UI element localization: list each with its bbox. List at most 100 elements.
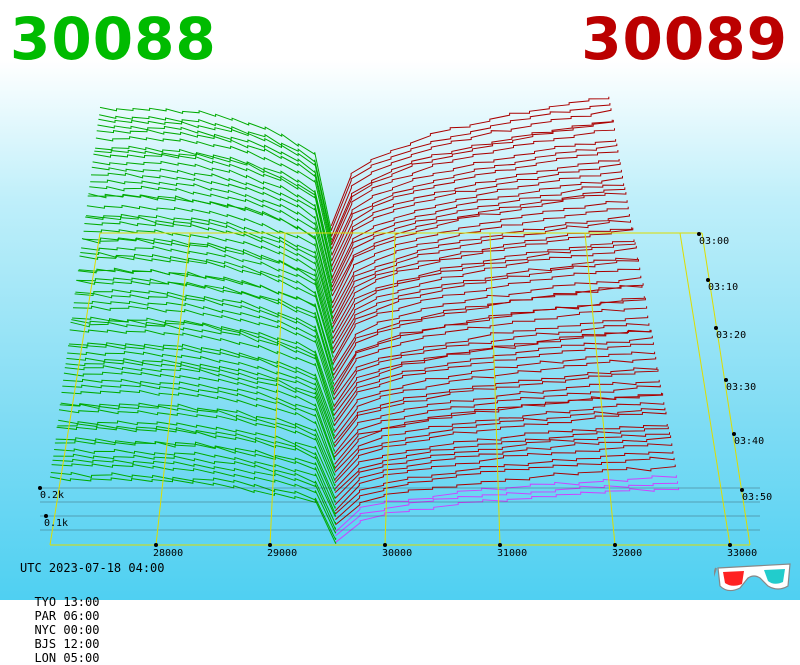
grid-price-line	[269, 232, 286, 546]
bid-depth-line	[97, 124, 332, 245]
bid-depth-line	[86, 213, 333, 318]
ask-depth-line	[332, 245, 637, 349]
x-tick-label: 32000	[612, 548, 642, 559]
bid-depth-line	[91, 166, 333, 281]
time-tick-label: 03:40	[734, 436, 764, 447]
bid-depth-line	[61, 389, 336, 471]
bid-depth-line	[49, 476, 337, 544]
chart-labels: 28000 29000 30000 31000 32000 33000 0.2k 0.1k 03…	[40, 236, 772, 559]
ask-depth-line	[333, 297, 646, 393]
x-tick-dot	[154, 543, 158, 547]
grid-price-line	[679, 232, 731, 546]
bid-depth-line	[57, 423, 336, 499]
bid-depth-line	[51, 463, 337, 534]
ask-depth-line	[332, 259, 639, 361]
ask-depth-line	[332, 239, 635, 339]
ask-depth-line	[334, 407, 666, 480]
bid-depth-line	[64, 365, 335, 452]
bid-depth-line	[75, 289, 334, 385]
grid-price-line	[155, 232, 191, 546]
ask-depth-line	[332, 206, 629, 314]
bid-depth-line	[54, 448, 336, 518]
bid-depth-line	[81, 245, 334, 350]
bid-depth-line	[72, 316, 335, 406]
ask-depth-line	[331, 159, 620, 273]
ask-depth-line	[335, 464, 676, 526]
ask-depth-line	[331, 169, 622, 284]
bid-depth-line	[60, 402, 336, 476]
grid-price-line	[489, 232, 501, 546]
ask-depth-line	[331, 175, 623, 288]
bid-depth-line	[99, 106, 332, 232]
bid-depth-line	[79, 255, 334, 358]
bid-depth-lines	[49, 106, 337, 544]
bid-depth-line	[95, 145, 333, 262]
bid-depth-line	[53, 453, 336, 525]
time-tick-label: 03:20	[716, 330, 746, 341]
ask-depth-line	[332, 257, 638, 354]
ask-depth-line	[332, 227, 634, 334]
ask-depth-lines	[330, 96, 680, 543]
bid-depth-line	[67, 344, 335, 432]
ask-depth-line	[334, 426, 669, 493]
x-tick-label: 31000	[497, 548, 527, 559]
timezone-nyc: NYC 00:00	[34, 623, 100, 637]
ask-depth-line	[332, 214, 630, 320]
ask-depth-line	[331, 139, 617, 256]
utc-timestamp: UTC 2023-07-18 04:00	[20, 561, 165, 575]
ask-depth-line	[332, 242, 636, 344]
x-tick-dot	[268, 543, 272, 547]
volume-tick-label: 0.2k	[40, 490, 64, 501]
ask-depth-line	[334, 424, 668, 490]
bid-depth-line	[98, 118, 332, 241]
bid-depth-line	[77, 267, 334, 370]
ask-depth-line	[330, 108, 612, 237]
ask-depth-line	[334, 384, 661, 458]
x-tick-label: 33000	[727, 548, 757, 559]
timezone-row: TYO 13:00 PAR 06:00 NYC 00:00 BJS 12:00 …	[20, 581, 123, 665]
ask-depth-line	[334, 379, 660, 455]
ask-depth-line	[334, 435, 672, 506]
ask-depth-line	[331, 150, 619, 267]
bid-depth-line	[85, 216, 334, 322]
bid-depth-line	[66, 357, 335, 440]
x-tick-dot	[498, 543, 502, 547]
ask-depth-line	[335, 451, 674, 515]
volume-tick-dot	[38, 486, 42, 490]
time-tick-dot	[732, 432, 736, 436]
bid-depth-line	[69, 329, 335, 420]
x-tick-dot	[613, 543, 617, 547]
ask-depth-line	[335, 456, 675, 520]
timezone-lon: LON 05:00	[34, 651, 100, 665]
grid-price-line	[384, 232, 396, 546]
time-tick-dot	[740, 488, 744, 492]
timezone-tyo: TYO 13:00	[34, 595, 100, 609]
ask-depth-line	[333, 315, 649, 401]
depth-chart: 28000 29000 30000 31000 32000 33000 0.2k 0.1k 03…	[38, 96, 772, 559]
ask-depth-line	[333, 283, 644, 381]
ask-depth-line	[331, 128, 615, 250]
bid-depth-line	[71, 319, 335, 412]
ask-depth-line	[333, 329, 651, 411]
ask-depth-line	[334, 443, 673, 512]
bid-depth-line	[83, 229, 334, 333]
grid-left-edge	[49, 232, 101, 546]
grid-price-line	[584, 232, 616, 546]
bid-depth-line	[74, 292, 334, 390]
time-tick-dot	[706, 278, 710, 282]
bid-depth-line	[52, 458, 336, 530]
bid-depth-line	[50, 471, 337, 541]
ask-depth-line	[331, 143, 618, 261]
bid-depth-line	[90, 179, 333, 292]
ask-depth-line	[331, 192, 627, 304]
bid-depth-line	[80, 251, 334, 354]
bid-depth-line	[62, 384, 336, 468]
grid-right-edge	[701, 232, 751, 546]
bid-depth-line	[89, 185, 333, 297]
ask-depth-line	[334, 432, 670, 499]
time-tick-label: 03:00	[699, 236, 729, 247]
volume-tick-label: 0.1k	[44, 518, 68, 529]
bid-depth-line	[54, 440, 336, 515]
ask-depth-line	[334, 393, 664, 469]
3d-glasses-icon[interactable]	[714, 560, 794, 596]
